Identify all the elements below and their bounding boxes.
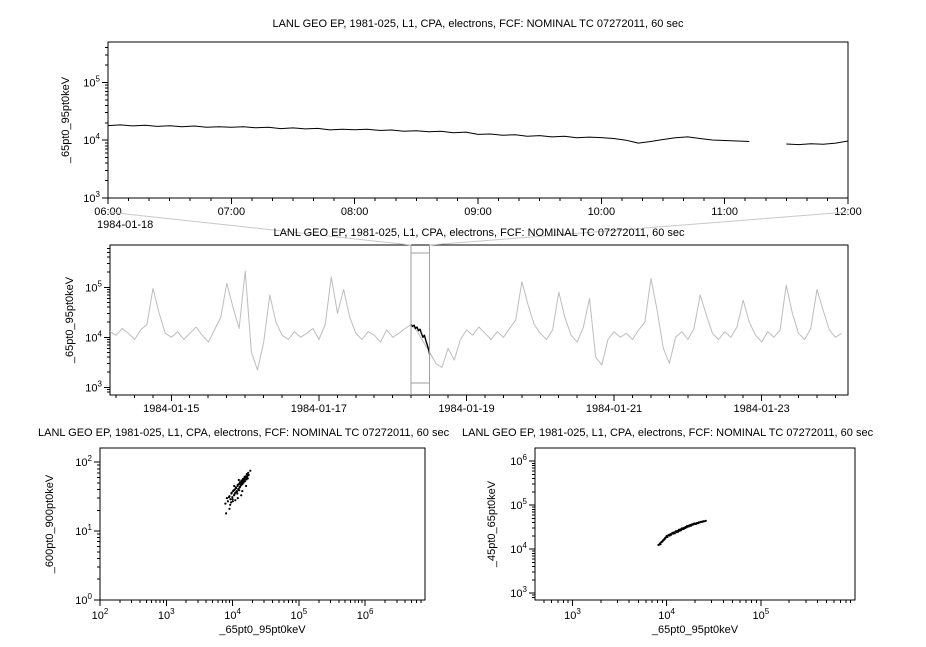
tick-label: 102 xyxy=(92,607,109,622)
y-axis-label-scatter-left: _600pt0_900pt0keV xyxy=(44,474,56,574)
series-layer xyxy=(224,469,252,515)
y-axis-label-timeseries: _65pt0_95pt0keV xyxy=(60,76,72,164)
tick-label: 104 xyxy=(658,607,675,622)
tick-label: 104 xyxy=(510,541,527,556)
plot-frame xyxy=(109,244,849,396)
tick-label: 1984-01-23 xyxy=(734,403,790,415)
series-layer xyxy=(108,124,848,146)
zoom-connector-lines xyxy=(107,211,849,246)
tick-label: 07:00 xyxy=(218,206,246,218)
tick-label: 105 xyxy=(83,74,100,89)
chart-title-timeseries: LANL GEO EP, 1981-025, L1, CPA, electron… xyxy=(272,18,684,30)
tick-label: 103 xyxy=(510,585,527,600)
chart-title-scatter-right: LANL GEO EP, 1981-025, L1, CPA, electron… xyxy=(462,427,874,439)
series-context xyxy=(110,270,842,371)
x-axis-label-scatter-left: _65pt0_95pt0keV xyxy=(219,624,306,636)
x-axis-label-scatter-right: _65pt0_95pt0keV xyxy=(651,624,739,636)
panel-zoom-timeseries[interactable]: 06:00 07:00 08:00 09:00 10:00 11:00 12:0010310… xyxy=(83,41,862,218)
tick-label: 09:00 xyxy=(464,206,492,218)
panel-context-overview[interactable]: 1984-01-15 1984-01-17 1984-01-19 1984-01-21… xyxy=(85,244,849,415)
tick-label: 105 xyxy=(85,279,102,294)
series-_65pt0_95pt0keV xyxy=(108,124,848,146)
series-scatter xyxy=(657,519,707,547)
tick-label: 101 xyxy=(75,523,92,538)
tick-label: 1984-01-21 xyxy=(586,403,642,415)
tick-label: 103 xyxy=(85,379,102,394)
series-layer xyxy=(657,519,707,547)
series-layer xyxy=(110,270,842,371)
tick-label: 104 xyxy=(224,607,241,622)
plot-frame xyxy=(107,41,849,199)
tick-label: 102 xyxy=(75,454,92,469)
context-date-label: 1984-01-18 xyxy=(97,219,154,231)
tick-label: 1984-01-19 xyxy=(438,403,494,415)
y-axis-label-overview: _65pt0_95pt0keV xyxy=(64,276,76,364)
tick-label: 103 xyxy=(158,607,175,622)
series-highlight xyxy=(410,324,431,355)
plot-frame xyxy=(99,447,426,601)
tick-label: 10:00 xyxy=(588,206,616,218)
tick-label: 1984-01-15 xyxy=(143,403,199,415)
tick-label: 100 xyxy=(75,592,92,607)
selection-box[interactable] xyxy=(410,245,431,395)
panel-scatter-600-900[interactable]: 102 103 104 105 106 100 101 102 xyxy=(75,447,426,622)
panel-scatter-45-65[interactable]: 103 104 105 103 104 105 106 xyxy=(510,447,856,622)
tick-label: 105 xyxy=(291,607,308,622)
tick-label: 105 xyxy=(752,607,769,622)
tick-label: 106 xyxy=(510,453,527,468)
tick-label: 104 xyxy=(83,132,100,147)
tick-label: 105 xyxy=(510,497,527,512)
y-axis-label-scatter-right: _45pt0_65pt0keV xyxy=(486,480,498,568)
tick-label: 103 xyxy=(83,190,100,205)
tick-label: 106 xyxy=(357,607,374,622)
series-scatter xyxy=(224,469,252,515)
tick-label: 11:00 xyxy=(711,206,738,218)
tick-label: 08:00 xyxy=(341,206,369,218)
tick-label: 1984-01-17 xyxy=(291,403,347,415)
chart-title-overview: LANL GEO EP, 1981-025, L1, CPA, electron… xyxy=(273,227,685,239)
tick-label: 103 xyxy=(564,607,581,622)
tick-label: 104 xyxy=(85,329,102,344)
chart-title-scatter-left: LANL GEO EP, 1981-025, L1, CPA, electron… xyxy=(38,427,450,439)
